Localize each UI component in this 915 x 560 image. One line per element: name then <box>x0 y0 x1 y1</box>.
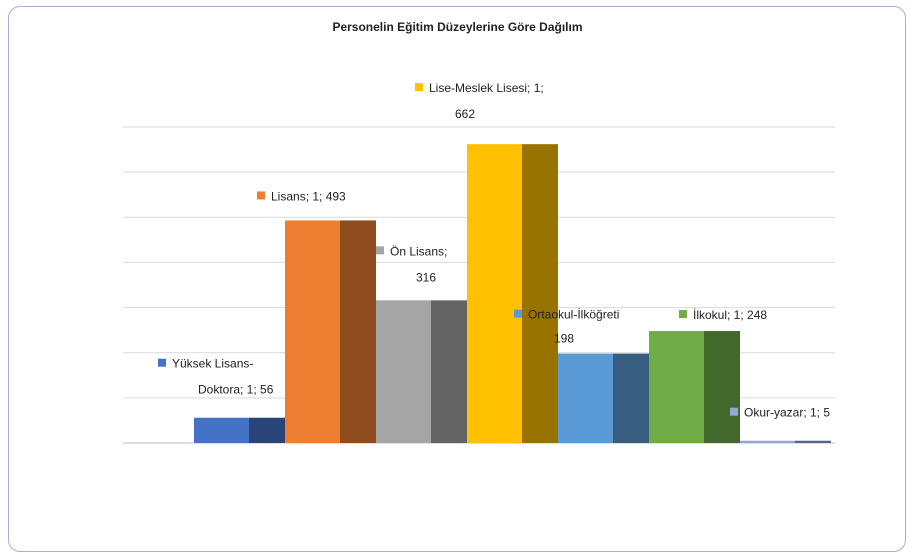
data-label-y-ksek-lisans-doktora-line2: Doktora; 1; 56 <box>198 383 274 397</box>
bar-ortaokul-i-lk-retim <box>558 354 613 443</box>
data-label-lisans: Lisans; 1; 493 <box>271 189 346 203</box>
data-label-lise-meslek-lisesi: Lise-Meslek Lisesi; 1; <box>429 81 544 95</box>
bar-lisans <box>285 220 340 443</box>
bar-depth-n-lisans <box>431 300 467 443</box>
label-key-i-lkokul <box>679 310 687 318</box>
bar-n-lisans <box>376 300 431 443</box>
bar-depth-y-ksek-lisans-doktora <box>249 418 285 443</box>
label-key-n-lisans <box>376 246 384 254</box>
bar-depth-i-lkokul <box>704 331 740 443</box>
bar-i-lkokul <box>649 331 704 443</box>
data-label-lise-meslek-lisesi-line2: 662 <box>455 107 475 121</box>
label-key-ortaokul-i-lk-retim <box>514 310 522 318</box>
data-label-y-ksek-lisans-doktora: Yüksek Lisans- <box>172 357 253 371</box>
data-label-ortaokul-i-lk-retim: Ortaokul-İlköğreti <box>528 308 619 322</box>
data-label-ortaokul-i-lk-retim-line2: 198 <box>554 332 574 346</box>
bar-depth-lise-meslek-lisesi <box>522 144 558 443</box>
label-key-y-ksek-lisans-doktora <box>158 359 166 367</box>
bar-depth-lisans <box>340 220 376 443</box>
data-label-n-lisans-line2: 316 <box>416 270 436 284</box>
bar-okur-yazar <box>740 441 795 443</box>
bar-depth-okur-yazar <box>795 441 831 443</box>
bar-lise-meslek-lisesi <box>467 144 522 443</box>
bar-y-ksek-lisans-doktora <box>194 418 249 443</box>
label-key-lisans <box>257 191 265 199</box>
label-key-okur-yazar <box>730 408 738 416</box>
data-label-i-lkokul: İlkokul; 1; 248 <box>693 308 767 322</box>
bar-depth-ortaokul-i-lk-retim <box>613 354 649 443</box>
label-key-lise-meslek-lisesi <box>415 83 423 91</box>
data-label-okur-yazar: Okur-yazar; 1; 5 <box>744 406 830 420</box>
data-label-n-lisans: Ön Lisans; <box>390 244 447 258</box>
